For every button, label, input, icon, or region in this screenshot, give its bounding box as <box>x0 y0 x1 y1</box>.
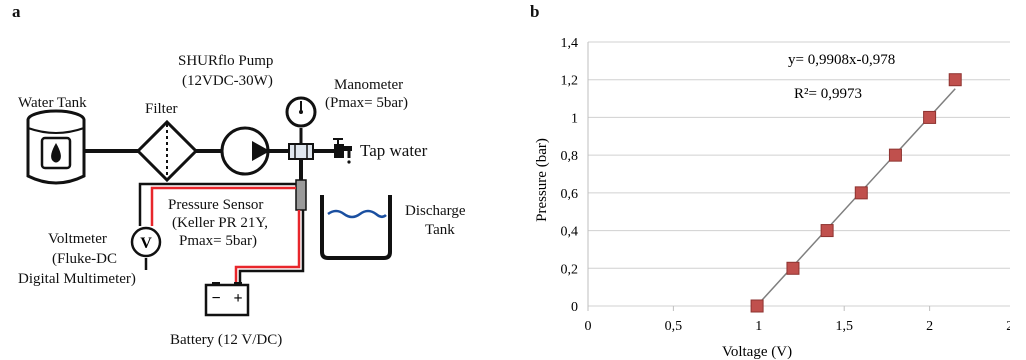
data-point-marker <box>854 186 868 200</box>
calibration-chart: 0 0,2 0,4 0,6 0,8 1 1,2 1,4 0 0,5 1 1,5 2 2,5 y= 0,9… <box>534 36 1011 360</box>
panel-a-letter: a <box>12 2 21 21</box>
y-tick-label: 1 <box>571 111 578 126</box>
y-tick-label: 1,4 <box>561 36 579 51</box>
y-tick-label: 0,2 <box>561 262 579 277</box>
pressure-sensor-label-line2: (Keller PR 21Y, <box>172 215 268 231</box>
x-axis-title: Voltage (V) <box>722 344 792 360</box>
discharge-tank-label-line1: Discharge <box>405 203 466 219</box>
tap-water-label: Tap water <box>360 141 428 160</box>
experimental-setup-diagram: V − + <box>26 96 392 317</box>
pressure-sensor-label-line1: Pressure Sensor <box>168 197 264 213</box>
filter-icon <box>135 119 199 183</box>
regression-equation: y= 0,9908x-0,978 <box>788 52 895 68</box>
data-point-marker <box>948 73 962 87</box>
x-tick-labels: 0 0,5 1 1,5 2 2,5 <box>585 319 1011 334</box>
water-tank-icon <box>26 109 86 185</box>
data-point-marker <box>750 299 764 313</box>
pump-label-line2: (12VDC-30W) <box>182 73 273 89</box>
sensor-wiring <box>138 182 305 282</box>
y-tick-label: 0 <box>571 300 578 315</box>
water-tank-label: Water Tank <box>18 95 87 111</box>
voltmeter-label-line2: (Fluke-DC <box>52 251 117 267</box>
chart-gridlines <box>587 41 1010 311</box>
x-tick-label: 0 <box>585 319 592 334</box>
voltmeter-label-line3: Digital Multimeter) <box>18 271 136 287</box>
x-tick-label: 2,5 <box>1006 319 1010 334</box>
tap-icon <box>333 138 352 164</box>
manometer-label-line1: Manometer <box>334 77 404 93</box>
y-axis-title: Pressure (bar) <box>534 138 550 222</box>
discharge-tank-label-line2: Tank <box>425 222 455 238</box>
voltmeter-label-line1: Voltmeter <box>48 231 107 247</box>
battery-label: Battery (12 V/DC) <box>170 332 283 348</box>
x-tick-label: 1,5 <box>835 319 853 334</box>
x-tick-label: 2 <box>926 319 933 334</box>
manometer-icon <box>285 96 317 144</box>
data-point-marker <box>923 110 937 124</box>
x-tick-label: 0,5 <box>665 319 683 334</box>
manometer-label-line2: (Pmax= 5bar) <box>325 95 409 111</box>
pump-label-line1: SHURflo Pump <box>178 53 274 69</box>
y-tick-label: 1,2 <box>561 74 579 89</box>
data-points <box>750 73 962 313</box>
panel-b-letter: b <box>530 2 540 21</box>
pressure-sensor-icon <box>295 179 307 211</box>
battery-icon <box>204 282 250 317</box>
pipe-junction <box>288 143 314 160</box>
y-tick-label: 0,6 <box>561 187 579 202</box>
y-tick-label: 0,4 <box>561 225 579 240</box>
battery-minus: − <box>211 290 220 307</box>
r-squared-label: R²= 0,9973 <box>794 86 862 102</box>
voltmeter-icon <box>130 226 162 258</box>
pump-icon <box>220 126 270 176</box>
voltmeter-symbol: V <box>140 235 152 252</box>
y-tick-labels: 0 0,2 0,4 0,6 0,8 1 1,2 1,4 <box>561 36 579 315</box>
pressure-sensor-label-line3: Pmax= 5bar) <box>179 233 258 249</box>
data-point-marker <box>820 224 834 238</box>
battery-plus: + <box>233 290 242 307</box>
data-point-marker <box>786 261 800 275</box>
x-tick-label: 1 <box>755 319 762 334</box>
y-tick-label: 0,8 <box>561 149 579 164</box>
data-point-marker <box>888 148 902 162</box>
filter-label: Filter <box>145 101 178 117</box>
pipe-network <box>84 149 336 180</box>
discharge-tank-icon <box>320 195 392 260</box>
